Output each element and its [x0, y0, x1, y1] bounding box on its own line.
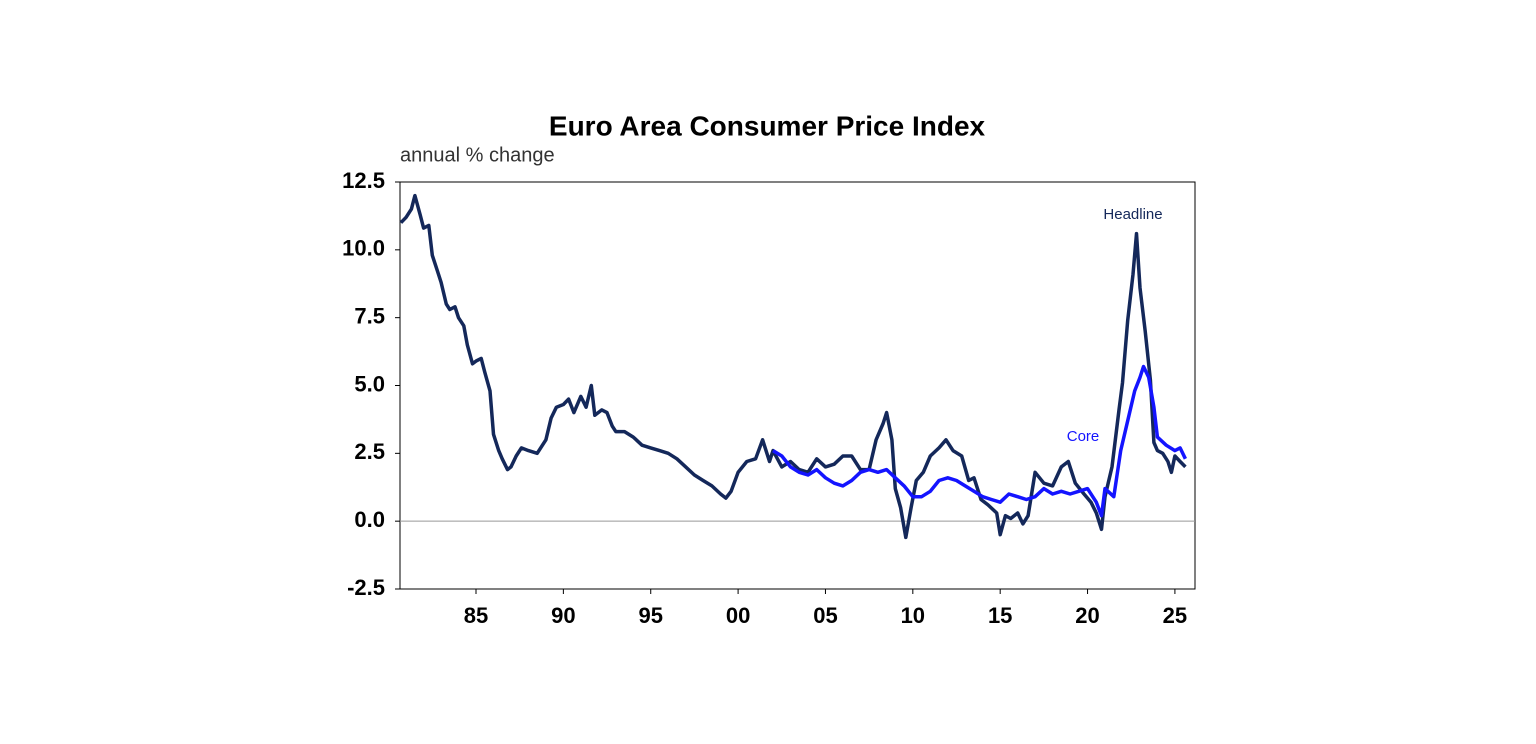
chart-title: Euro Area Consumer Price Index — [549, 110, 986, 141]
x-tick-label: 00 — [726, 603, 750, 628]
y-tick-label: 5.0 — [354, 371, 385, 396]
y-tick-label: 2.5 — [354, 439, 385, 464]
x-tick-label: 20 — [1075, 603, 1099, 628]
x-tick-label: 25 — [1163, 603, 1187, 628]
x-tick-label: 15 — [988, 603, 1012, 628]
series-label: Core — [1067, 428, 1100, 445]
y-tick-label: 12.5 — [342, 168, 385, 193]
y-tick-label: -2.5 — [347, 575, 385, 600]
y-tick-label: 7.5 — [354, 303, 385, 328]
y-tick-label: 0.0 — [354, 507, 385, 532]
chart-subtitle: annual % change — [400, 144, 555, 166]
x-tick-label: 85 — [464, 603, 488, 628]
plot-frame — [399, 181, 1196, 590]
x-tick-label: 05 — [813, 603, 837, 628]
x-tick-label: 95 — [638, 603, 662, 628]
series-label: Headline — [1103, 206, 1162, 223]
y-tick-label: 10.0 — [342, 236, 385, 261]
x-tick-label: 10 — [901, 603, 925, 628]
series-line — [772, 364, 1187, 518]
x-tick-label: 90 — [551, 603, 575, 628]
series-line — [399, 193, 1187, 540]
